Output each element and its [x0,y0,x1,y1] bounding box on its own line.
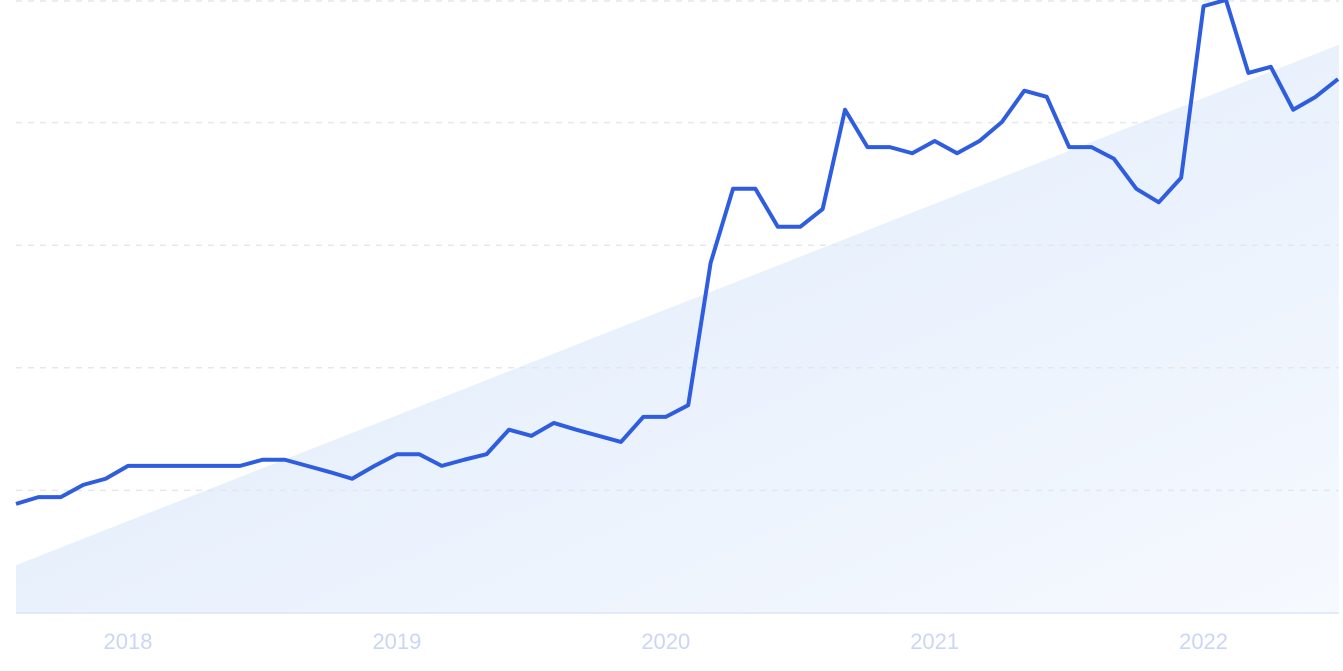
x-tick-label: 2019 [372,629,421,654]
x-tick-label: 2018 [104,629,153,654]
x-tick-label: 2021 [910,629,959,654]
line [15,0,1340,506]
x-tick-label: 2022 [1179,629,1228,654]
trend-area [16,44,1339,613]
x-tick-label: 2020 [641,629,690,654]
